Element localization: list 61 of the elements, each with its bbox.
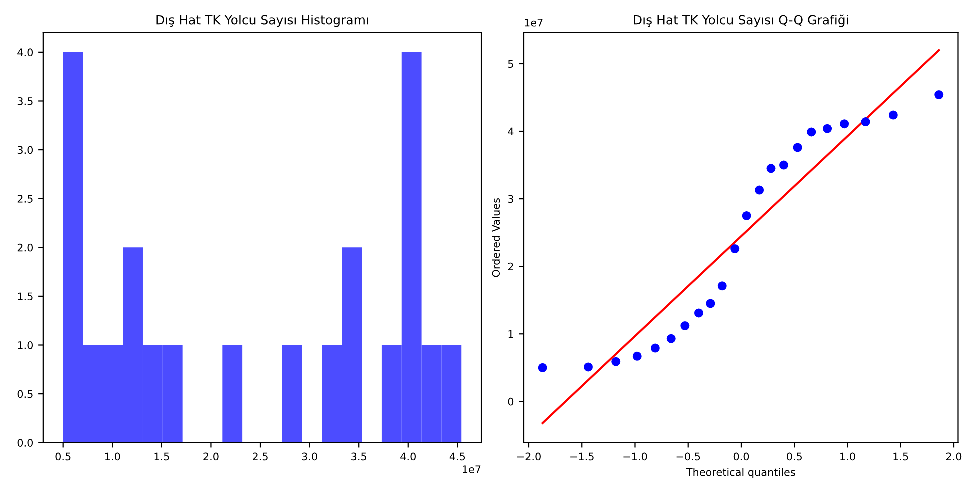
- y-tick-label: 2.0: [18, 244, 34, 252]
- point: [823, 124, 832, 134]
- x-axis-title: Theoretical quantiles: [686, 468, 796, 478]
- point: [730, 244, 740, 254]
- point: [680, 322, 690, 331]
- point: [888, 110, 898, 120]
- point: [766, 164, 776, 174]
- x-tick-label: 3.0: [302, 452, 318, 461]
- x-tick-label: 2.0: [204, 452, 219, 461]
- y-tick-label: 1.5: [18, 292, 33, 301]
- point: [934, 90, 944, 100]
- y-tick-label: 0: [508, 398, 514, 406]
- point: [584, 362, 593, 372]
- x-tick-label: 4.0: [400, 452, 416, 461]
- point: [632, 352, 642, 361]
- y-tick-label: 0.0: [18, 439, 34, 447]
- x-tick-label: 1.0: [840, 452, 856, 461]
- x-tick-label: 1.5: [894, 452, 908, 461]
- point: [694, 308, 704, 318]
- y-tick-label: 2: [508, 262, 514, 271]
- x-tick-label: 2.0: [946, 452, 962, 461]
- point: [793, 143, 802, 152]
- point: [861, 118, 870, 127]
- point: [718, 282, 727, 291]
- x-tick-label: 3.5: [352, 452, 366, 461]
- x-tick-label: −1.0: [624, 452, 648, 461]
- x-tick-label: 0.5: [787, 452, 802, 461]
- text: 1e7: [463, 466, 481, 474]
- y-axis-title: Ordered Values: [492, 198, 500, 278]
- point: [706, 299, 716, 308]
- x-tick-label: 0.5: [56, 452, 71, 461]
- y-tick-label: 0.5: [18, 390, 33, 398]
- x-tick-label: 1.5: [154, 452, 170, 461]
- y-tick-label: 2.5: [18, 195, 33, 203]
- chart-title: Dış Hat TK Yolcu Sayısı Q-Q Grafiği: [634, 14, 848, 28]
- point: [538, 363, 548, 372]
- y-tick-label: 4: [508, 128, 514, 136]
- x-tick-label: −1.5: [570, 452, 594, 461]
- x-tick-label: −0.5: [676, 452, 700, 461]
- point: [755, 186, 764, 195]
- point: [742, 211, 752, 220]
- y-tick-label: 3.0: [18, 146, 34, 154]
- x-tick-label: 0.0: [734, 452, 750, 461]
- point: [650, 344, 660, 353]
- y-tick-label: 3.5: [18, 97, 33, 106]
- y-tick-label: 3: [508, 195, 514, 204]
- chart-title: Dış Hat TK Yolcu Sayısı Histogramı: [156, 15, 368, 28]
- text: 1e7: [525, 19, 543, 27]
- y-tick-label: 1: [508, 330, 514, 338]
- x-tick-label: 4.5: [450, 452, 466, 461]
- point: [779, 160, 788, 170]
- x-tick-label: −2.0: [517, 452, 541, 461]
- point: [807, 128, 816, 137]
- y-tick-label: 1.0: [18, 341, 34, 350]
- point: [666, 334, 676, 344]
- x-tick-label: 2.5: [252, 452, 268, 461]
- point: [612, 357, 621, 366]
- x-tick-label: 1.0: [105, 452, 120, 461]
- point: [840, 120, 850, 129]
- y-tick-label: 4.0: [18, 48, 34, 57]
- y-tick-label: 5: [508, 60, 514, 68]
